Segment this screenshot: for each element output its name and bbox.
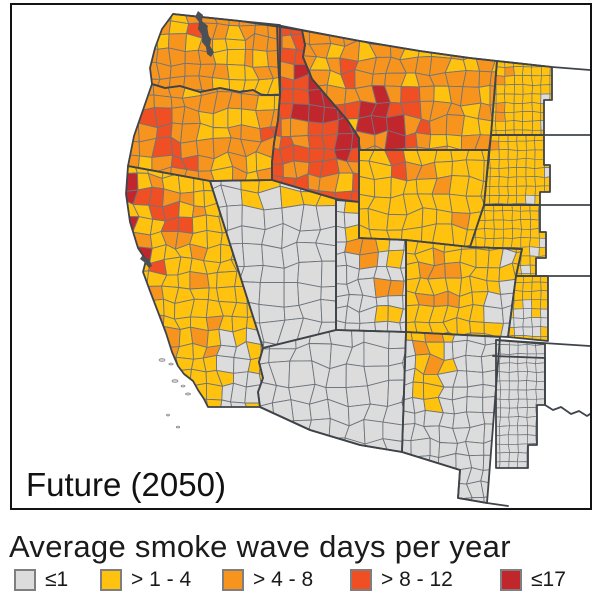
state-WY-counties <box>359 150 489 247</box>
choropleth-map-svg <box>125 11 591 507</box>
legend-item-label: ≤17 <box>531 568 566 591</box>
legend: ≤1 > 1 - 4 > 4 - 8 > 8 - 12 ≤17 <box>0 568 600 600</box>
state-OKTX-counties <box>496 340 545 468</box>
legend-item-label: ≤1 <box>45 568 69 591</box>
legend-item: > 8 - 12 <box>350 568 453 592</box>
legend-swatch-1-4 <box>100 569 122 591</box>
legend-item: > 1 - 4 <box>100 568 191 592</box>
state-AZ-counties <box>258 330 406 452</box>
legend-item: ≤1 <box>14 568 68 592</box>
legend-item-label: > 4 - 8 <box>253 568 314 591</box>
legend-swatch-4-8 <box>222 569 244 591</box>
legend-swatch-le1 <box>14 569 36 591</box>
legend-item-label: > 8 - 12 <box>381 568 453 591</box>
puget-sound-water <box>195 11 214 57</box>
channel-islands <box>158 358 191 429</box>
legend-title: Average smoke wave days per year <box>9 529 511 564</box>
map-canvas <box>12 5 591 508</box>
sf-bay-water <box>140 256 152 268</box>
scenario-label: Future (2050) <box>26 466 226 503</box>
legend-item: ≤17 <box>500 568 566 592</box>
map-frame: Future (2050) <box>10 3 592 510</box>
state-borders <box>125 13 591 507</box>
legend-swatch-8-12 <box>350 569 372 591</box>
legend-item: > 4 - 8 <box>222 568 313 592</box>
legend-item-label: > 1 - 4 <box>131 568 192 591</box>
legend-swatch-le17 <box>500 569 522 591</box>
hood-canal-water <box>205 25 210 44</box>
